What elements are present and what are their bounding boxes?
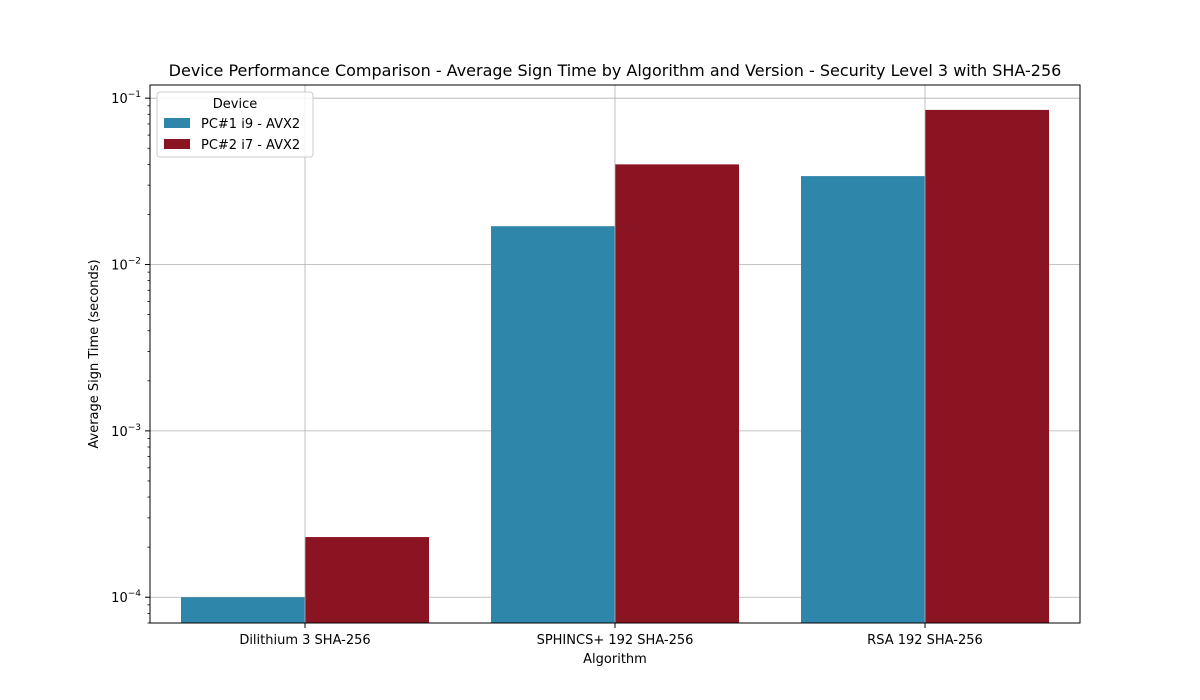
bar-series-2-2	[615, 164, 739, 623]
chart-title: Device Performance Comparison - Average …	[169, 61, 1062, 80]
x-tick-label: SPHINCS+ 192 SHA-256	[537, 633, 694, 648]
bars-layer	[181, 109, 1049, 624]
y-axis-title: Average Sign Time (seconds)	[87, 259, 102, 448]
x-axis-title: Algorithm	[583, 652, 647, 667]
x-ticks-layer: Dilithium 3 SHA-256 SPHINCS+ 192 SHA-256 R…	[239, 623, 983, 648]
x-tick-label: Dilithium 3 SHA-256	[239, 633, 370, 648]
bar-series-1-1	[181, 597, 305, 623]
legend: Device PC#1 i9 - AVX2 PC#2 i7 - AVX2	[156, 91, 314, 158]
legend-swatch-series-2	[164, 139, 190, 149]
y-tick-label: 10−1	[111, 90, 141, 107]
legend-swatch-series-1	[164, 118, 190, 128]
vertical-grid-layer	[304, 85, 926, 623]
bar-series-1-3	[801, 176, 925, 624]
y-tick-label: 10−4	[111, 589, 141, 606]
bar-series-2-3	[925, 109, 1049, 623]
x-tick-label: RSA 192 SHA-256	[867, 633, 983, 648]
legend-box	[156, 91, 314, 158]
bar-series-1-2	[491, 226, 615, 623]
legend-label-series-2: PC#2 i7 - AVX2	[201, 138, 300, 153]
y-tick-label: 10−2	[111, 257, 141, 274]
y-tick-label: 10−3	[111, 423, 141, 440]
y-ticks-layer: 10−4 10−3 10−2 10−1	[111, 90, 150, 624]
bar-series-2-1	[305, 537, 429, 623]
legend-title: Device	[213, 97, 257, 112]
legend-label-series-1: PC#1 i9 - AVX2	[201, 117, 300, 132]
